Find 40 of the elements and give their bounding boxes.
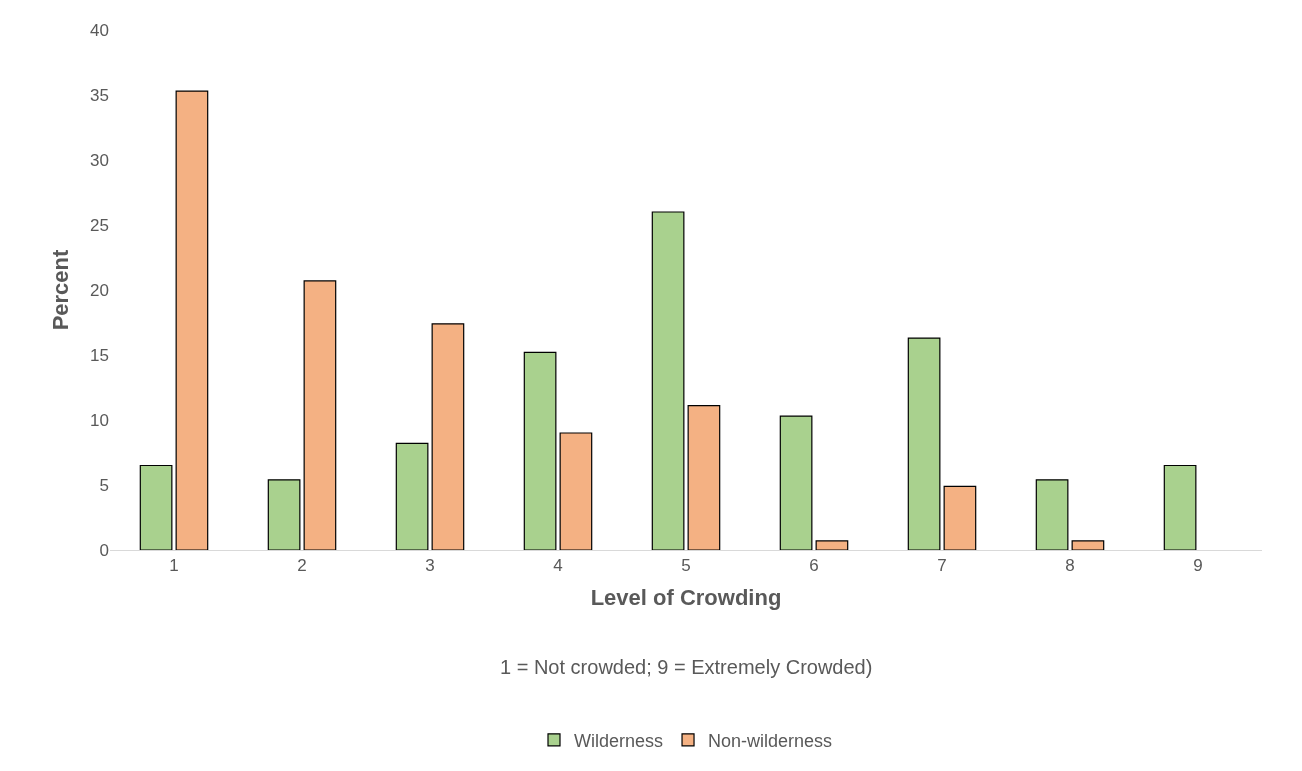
- bar: [139, 464, 173, 550]
- bar: [431, 323, 465, 550]
- x-tick-label: 8: [1065, 556, 1075, 576]
- x-tick-label: 7: [937, 556, 947, 576]
- x-tick-label: 4: [553, 556, 563, 576]
- bar: [523, 351, 557, 550]
- y-tick-label: 35: [90, 85, 109, 105]
- y-tick-label: 10: [90, 410, 109, 430]
- bar: [303, 280, 337, 550]
- x-tick-label: 6: [809, 556, 819, 576]
- y-tick-label: 30: [90, 150, 109, 170]
- bar: [1163, 464, 1197, 550]
- bar: [267, 479, 301, 550]
- y-axis-title: Percent: [47, 248, 73, 331]
- y-tick-label: 15: [90, 345, 109, 365]
- y-tick-label: 40: [90, 20, 109, 40]
- bar: [1035, 479, 1069, 550]
- legend-label: Wilderness: [574, 730, 664, 751]
- bar: [1071, 540, 1105, 550]
- y-tick-label: 5: [99, 475, 109, 495]
- x-axis-title: Level of Crowding: [590, 585, 782, 611]
- y-tick-label: 0: [99, 540, 109, 560]
- bar: [943, 485, 977, 550]
- y-tick-label: 20: [90, 280, 109, 300]
- bar: [779, 415, 813, 550]
- x-tick-label: 3: [425, 556, 435, 576]
- bar: [175, 90, 209, 550]
- bar: [907, 337, 941, 550]
- bar: [687, 405, 721, 550]
- x-tick-label: 5: [681, 556, 691, 576]
- bar: [395, 442, 429, 550]
- y-tick-label: 25: [90, 215, 109, 235]
- legend-label: Non-wilderness: [708, 730, 833, 751]
- bar: [651, 211, 685, 550]
- bar: [559, 432, 593, 550]
- x-tick-label: 9: [1193, 556, 1203, 576]
- text: 1 = Not crowded; 9 = Extremely Crowded): [500, 656, 873, 678]
- x-tick-label: 1: [169, 556, 179, 576]
- bar: [815, 540, 849, 550]
- x-tick-label: 2: [297, 556, 307, 576]
